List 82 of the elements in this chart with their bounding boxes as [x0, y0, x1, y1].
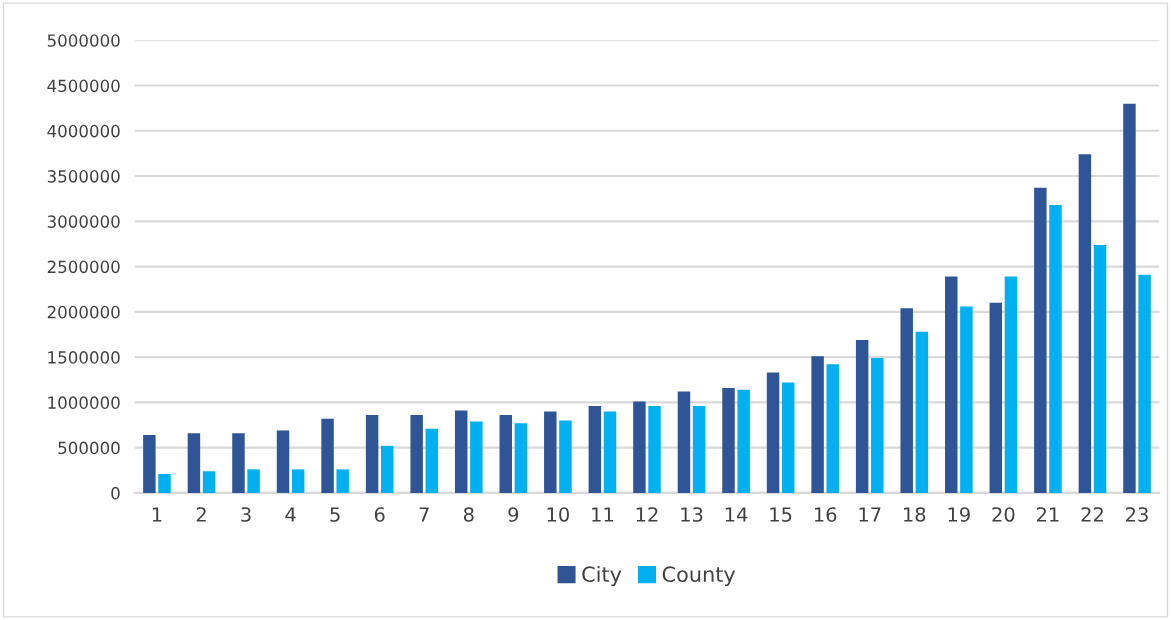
bar	[559, 420, 572, 493]
y-tick-label: 0	[111, 486, 120, 500]
bar	[826, 364, 839, 493]
x-tick-label: 12	[636, 507, 658, 522]
bar	[291, 469, 305, 493]
legend-label: County	[662, 566, 736, 587]
x-tick-label: 4	[285, 507, 296, 522]
legend-label: City	[582, 565, 622, 587]
x-tick-label: 16	[814, 507, 837, 522]
x-tick-label: 21	[1036, 507, 1059, 522]
bar	[410, 415, 423, 493]
y-tick-label: 3500000	[47, 170, 120, 183]
bar	[722, 387, 735, 493]
bar	[499, 415, 512, 493]
bar	[989, 302, 1003, 493]
bar	[514, 423, 528, 493]
bar	[871, 358, 884, 493]
bar	[247, 469, 260, 493]
bar	[425, 428, 439, 493]
x-tick-label: 20	[992, 507, 1015, 522]
bar	[276, 430, 290, 493]
x-tick-label: 6	[374, 507, 385, 522]
y-tick-label: 500000	[58, 441, 120, 455]
y-tick-label: 4000000	[47, 124, 120, 138]
x-tick-label: 10	[547, 507, 569, 522]
x-tick-label: 8	[463, 507, 474, 522]
x-tick-label: 13	[681, 507, 703, 522]
bar	[900, 308, 913, 493]
bar	[945, 276, 958, 493]
x-tick-label: 7	[419, 507, 429, 522]
y-tick-label: 1500000	[48, 351, 120, 364]
y-tick-label: 5000000	[47, 34, 120, 47]
bar	[143, 434, 156, 493]
x-tick-label: 18	[904, 507, 926, 522]
x-tick-label: 19	[948, 507, 970, 522]
bar	[855, 339, 869, 493]
bar	[454, 410, 468, 493]
bar	[187, 433, 201, 493]
x-tick-label: 22	[1081, 507, 1103, 522]
x-tick-label: 1	[152, 507, 162, 522]
bar	[470, 421, 483, 493]
x-tick-label: 2	[196, 507, 206, 522]
bar	[1049, 205, 1062, 493]
bar	[232, 433, 245, 493]
bar	[1138, 274, 1151, 493]
bar	[915, 331, 929, 493]
bar	[202, 471, 216, 493]
bar	[737, 389, 750, 493]
bar	[544, 411, 557, 493]
bar	[1034, 187, 1047, 493]
bar	[603, 411, 617, 493]
bar	[365, 415, 379, 493]
y-tick-label: 3000000	[47, 215, 120, 228]
x-tick-label: 9	[508, 507, 519, 522]
bar	[1093, 244, 1107, 493]
bar	[960, 306, 973, 493]
bar	[692, 406, 706, 493]
bar	[381, 445, 394, 493]
bar	[677, 391, 691, 493]
x-tick-label: 11	[592, 507, 613, 522]
y-tick-label: 2500000	[47, 260, 120, 274]
x-tick-label: 15	[770, 507, 792, 522]
x-tick-label: 17	[859, 507, 881, 522]
bar	[766, 372, 780, 493]
y-tick-label: 4500000	[47, 79, 120, 93]
bar	[781, 382, 795, 493]
bar	[321, 418, 334, 493]
x-tick-label: 14	[725, 507, 748, 522]
bar	[1123, 103, 1136, 493]
bar	[648, 406, 661, 493]
bar	[633, 401, 646, 493]
bar	[811, 356, 824, 493]
bar	[158, 473, 171, 493]
bar	[336, 469, 349, 493]
x-tick-label: 3	[241, 507, 251, 522]
y-tick-label: 2000000	[47, 305, 120, 319]
y-tick-label: 1000000	[48, 396, 120, 409]
bar	[1078, 154, 1092, 493]
bar	[588, 406, 602, 493]
x-tick-label: 5	[330, 507, 340, 522]
bar	[1004, 276, 1018, 493]
x-tick-label: 23	[1126, 507, 1148, 522]
